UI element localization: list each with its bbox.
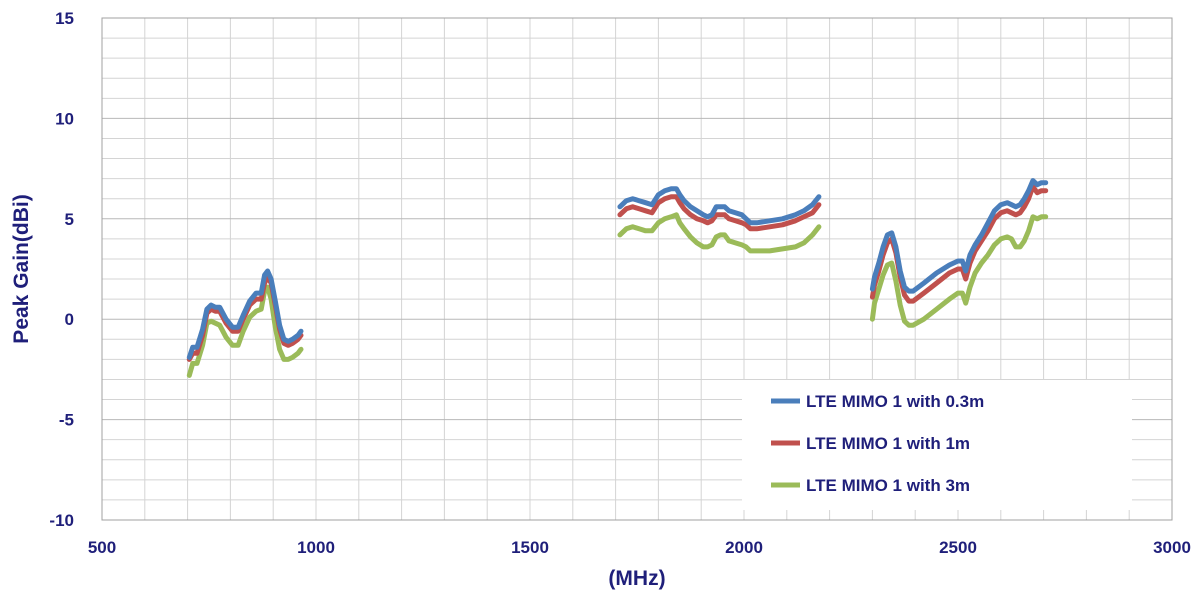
x-axis-title: (MHz) <box>608 567 665 590</box>
legend-label: LTE MIMO 1 with 1m <box>806 434 970 453</box>
x-tick-label: 1000 <box>297 538 335 557</box>
series-line <box>617 186 822 226</box>
legend: LTE MIMO 1 with 0.3m LTE MIMO 1 with 1m LT… <box>742 380 1132 510</box>
legend-label: LTE MIMO 1 with 3m <box>806 476 970 495</box>
legend-box <box>742 380 1132 510</box>
x-axis-ticks: 500 1000 1500 2000 2500 3000 <box>88 538 1191 557</box>
series-line <box>186 268 304 360</box>
series-line <box>617 212 822 254</box>
y-axis-title: Peak Gain(dBi) <box>10 194 33 343</box>
y-tick-label: -10 <box>49 511 74 530</box>
plot-area <box>101 17 1173 521</box>
y-axis-ticks: -10 -5 0 5 10 15 <box>49 9 74 530</box>
x-tick-label: 1500 <box>511 538 549 557</box>
x-tick-label: 500 <box>88 538 116 557</box>
y-tick-label: -5 <box>59 411 74 430</box>
series-line <box>869 214 1049 328</box>
legend-label: LTE MIMO 1 with 0.3m <box>806 392 984 411</box>
x-tick-label: 2000 <box>725 538 763 557</box>
x-tick-label: 3000 <box>1153 538 1191 557</box>
y-tick-label: 0 <box>65 310 74 329</box>
y-tick-label: 10 <box>55 109 74 128</box>
y-tick-label: 15 <box>55 9 74 28</box>
series-line <box>617 194 822 232</box>
series-line <box>186 284 304 378</box>
y-tick-label: 5 <box>65 210 74 229</box>
series-line <box>869 178 1049 294</box>
x-tick-label: 2500 <box>939 538 977 557</box>
series <box>186 178 1049 378</box>
